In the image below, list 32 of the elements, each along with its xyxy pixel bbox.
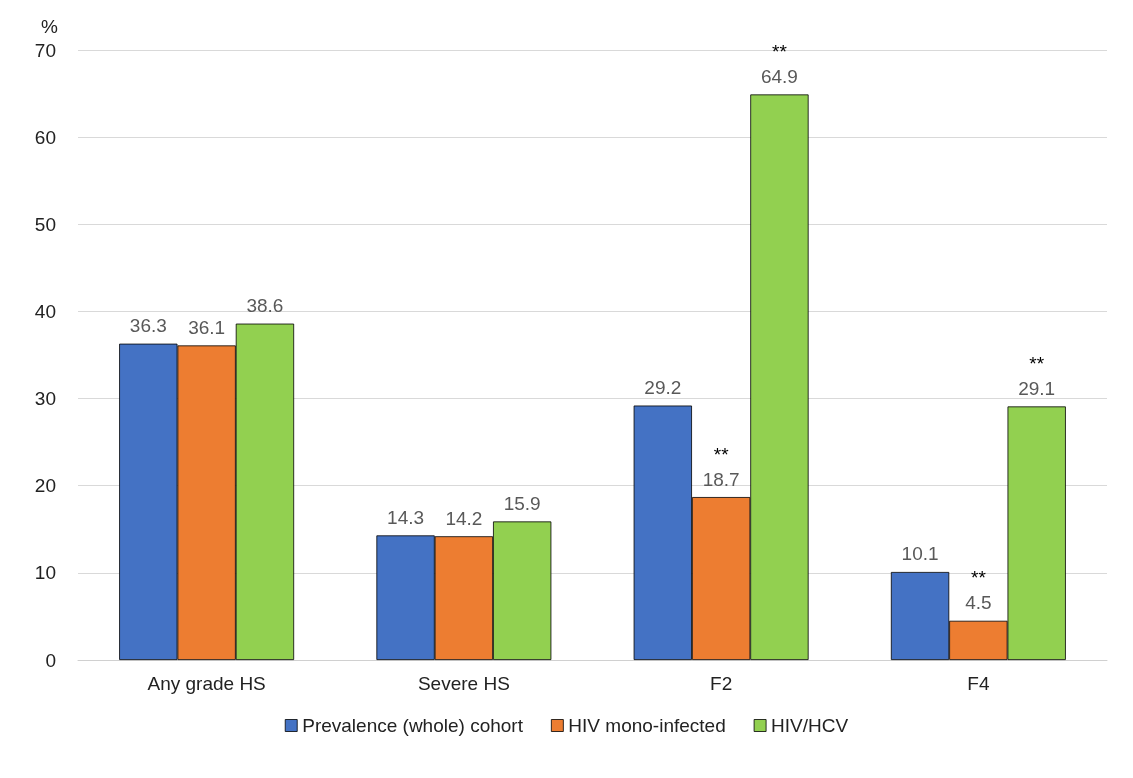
y-tick-label: 0 [45,649,56,671]
data-label: 29.1 [1018,377,1056,399]
data-label: 18.7 [702,468,740,490]
x-tick-label: F2 [710,673,733,694]
data-label: 10.1 [901,543,939,565]
data-label: 29.2 [644,377,682,399]
y-tick-label: 30 [34,388,56,410]
y-tick-label: 60 [34,126,56,148]
x-tick-label: Any grade HS [147,673,266,694]
data-label: 15.9 [503,492,541,514]
data-label: 36.1 [188,316,226,338]
data-label: 14.2 [445,507,483,529]
data-label: 14.3 [387,506,425,528]
annotation: ** [1029,352,1045,374]
y-tick-label: 10 [34,562,56,584]
legend-label: HIV/HCV [771,715,849,736]
y-tick-label: 70 [34,39,56,61]
x-tick-label: F4 [967,673,990,694]
y-axis-title: % [41,16,59,37]
data-label: 38.6 [246,295,284,317]
y-tick-label: 20 [34,475,56,497]
annotation: ** [713,443,730,465]
legend-label: Prevalence (whole) cohort [302,715,524,736]
y-tick-label: 50 [34,213,56,235]
data-label: 36.3 [129,315,167,337]
legend-label: HIV mono-infected [568,715,726,736]
y-tick-label: 40 [34,300,56,322]
data-label: 64.9 [760,65,798,87]
x-tick-label: Severe HS [417,673,510,694]
annotation: ** [772,40,788,62]
annotation: ** [970,567,987,589]
data-label: 4.5 [965,592,992,614]
